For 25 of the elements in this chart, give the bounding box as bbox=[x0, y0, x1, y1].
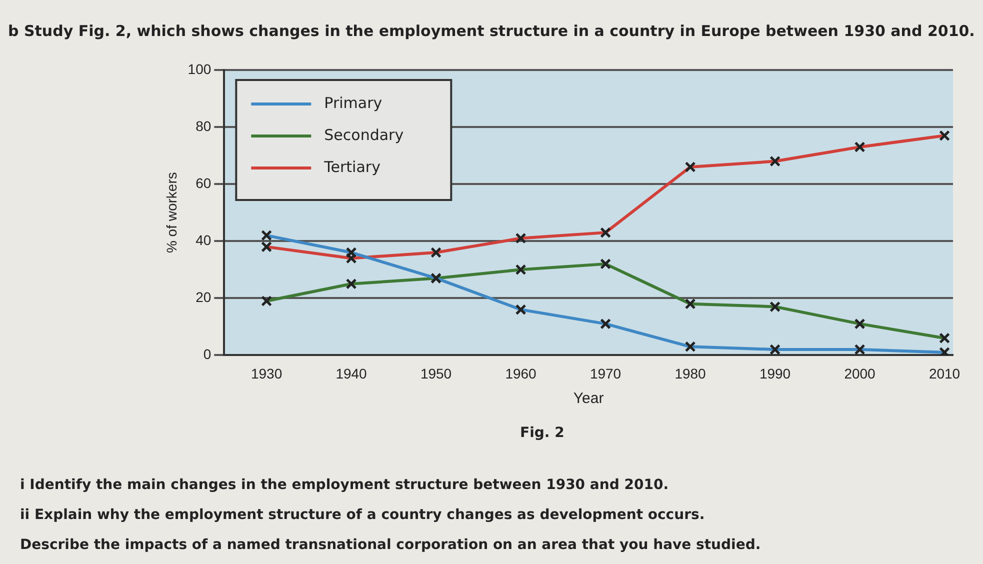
text: i Identify the main changes in the employment structure between 1930 and 2010. bbox=[20, 477, 669, 493]
legend-label: Primary bbox=[324, 94, 382, 112]
y-tick-label: 100 bbox=[188, 60, 212, 77]
y-tick-label: 40 bbox=[196, 232, 212, 248]
x-tick-label: 1980 bbox=[674, 365, 706, 382]
x-tick-label: 1990 bbox=[759, 365, 791, 382]
chart-title: b Study Fig. 2, which shows changes in the employment structure in a country in Europe between 1930 and 2010. bbox=[8, 22, 975, 40]
y-tick-label: 0 bbox=[203, 346, 212, 362]
x-tick-label: 1930 bbox=[250, 365, 282, 382]
legend-label: Tertiary bbox=[323, 158, 381, 176]
y-axis-title: % of workers bbox=[163, 172, 180, 254]
x-tick-label: 1940 bbox=[336, 365, 368, 382]
x-tick-label: 1970 bbox=[590, 365, 622, 382]
x-tick-label: 1960 bbox=[505, 365, 537, 382]
y-tick-label: 80 bbox=[196, 118, 212, 134]
y-tick-label: 60 bbox=[196, 174, 212, 191]
y-tick-label: 20 bbox=[196, 289, 212, 306]
x-tick-label: 2010 bbox=[928, 365, 960, 382]
x-tick-label: 2000 bbox=[844, 365, 876, 382]
caption: Fig. 2 bbox=[520, 425, 564, 441]
text: Describe the impacts of a named transnational corporation on an area that you have studied. bbox=[20, 537, 761, 553]
legend-label: Secondary bbox=[324, 126, 404, 144]
x-axis-title: Year bbox=[573, 390, 604, 408]
x-tick-label: 1950 bbox=[420, 365, 452, 382]
text: ii Explain why the employment structure of a country changes as development occurs. bbox=[20, 507, 705, 523]
